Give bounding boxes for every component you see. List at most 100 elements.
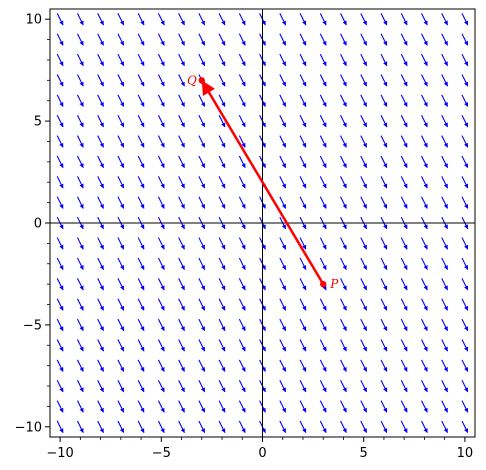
field-arrow xyxy=(117,298,125,311)
field-arrow xyxy=(178,53,185,67)
field-arrow xyxy=(178,400,185,413)
field-arrow xyxy=(461,33,469,46)
field-arrow xyxy=(178,359,185,372)
field-arrow xyxy=(299,298,307,311)
field-arrow xyxy=(238,13,246,26)
field-arrow xyxy=(299,420,307,434)
field-arrow xyxy=(137,257,145,270)
field-arrow xyxy=(56,33,64,46)
field-arrow xyxy=(340,196,347,209)
field-arrow xyxy=(238,74,246,87)
field-arrow xyxy=(421,176,428,189)
field-arrow xyxy=(137,237,145,250)
field-arrow xyxy=(279,94,287,107)
field-arrow xyxy=(279,379,287,393)
field-arrow xyxy=(319,176,327,189)
field-arrow xyxy=(238,359,246,372)
field-arrow xyxy=(238,400,246,413)
field-arrow xyxy=(198,379,206,393)
field-arrow xyxy=(238,339,246,352)
field-arrow xyxy=(319,420,327,434)
field-arrow xyxy=(218,33,226,46)
field-arrow xyxy=(380,94,388,107)
field-arrow xyxy=(441,115,449,128)
field-arrow xyxy=(218,115,226,128)
field-arrow xyxy=(76,278,84,291)
field-arrow xyxy=(56,379,64,393)
field-arrow xyxy=(117,155,125,169)
field-arrow xyxy=(441,94,449,107)
field-arrow xyxy=(441,359,449,372)
field-arrow xyxy=(421,359,428,372)
field-arrow xyxy=(400,135,408,148)
field-arrow xyxy=(178,74,185,87)
field-arrow xyxy=(421,13,428,26)
field-arrow xyxy=(441,400,449,413)
field-arrow xyxy=(340,135,347,148)
field-arrow xyxy=(340,420,347,434)
field-arrow xyxy=(56,115,64,128)
field-arrow xyxy=(421,379,428,393)
field-arrow xyxy=(299,237,307,250)
field-arrow xyxy=(441,298,449,311)
field-arrow xyxy=(218,318,226,332)
field-arrow xyxy=(198,94,206,107)
field-arrow xyxy=(380,155,388,169)
field-arrow xyxy=(97,298,104,311)
field-arrow xyxy=(137,196,145,209)
point-q-label: Q xyxy=(187,73,197,87)
field-arrow xyxy=(218,53,226,67)
field-arrow xyxy=(238,53,246,67)
field-arrow xyxy=(157,176,165,189)
field-arrow xyxy=(157,257,165,270)
field-arrow xyxy=(117,33,125,46)
field-arrow xyxy=(400,155,408,169)
field-arrow xyxy=(157,196,165,209)
field-arrow xyxy=(178,13,185,26)
field-arrow xyxy=(117,318,125,332)
field-arrow xyxy=(137,359,145,372)
field-arrow xyxy=(461,155,469,169)
field-arrow xyxy=(97,13,104,26)
field-arrow xyxy=(461,400,469,413)
field-arrow xyxy=(56,94,64,107)
field-arrow xyxy=(279,339,287,352)
field-arrow xyxy=(279,318,287,332)
y-tick-label: 0 xyxy=(34,217,42,232)
field-arrow xyxy=(441,420,449,434)
field-arrow xyxy=(421,400,428,413)
field-arrow xyxy=(461,359,469,372)
field-arrow xyxy=(178,257,185,270)
field-arrow xyxy=(380,318,388,332)
field-arrow xyxy=(137,176,145,189)
field-arrow xyxy=(76,237,84,250)
field-arrow xyxy=(441,13,449,26)
field-arrow xyxy=(360,74,368,87)
field-arrow xyxy=(400,115,408,128)
field-arrow xyxy=(117,339,125,352)
field-arrow xyxy=(137,13,145,26)
field-arrow xyxy=(380,359,388,372)
field-arrow xyxy=(198,196,206,209)
field-arrow xyxy=(117,115,125,128)
field-arrow xyxy=(319,33,327,46)
field-arrow xyxy=(56,339,64,352)
field-arrow xyxy=(97,339,104,352)
field-arrow xyxy=(178,33,185,46)
field-arrow xyxy=(137,115,145,128)
field-arrow xyxy=(76,196,84,209)
field-arrow xyxy=(218,359,226,372)
field-arrow xyxy=(360,196,368,209)
field-arrow xyxy=(340,379,347,393)
field-arrow xyxy=(76,176,84,189)
field-arrow xyxy=(76,13,84,26)
field-arrow xyxy=(117,13,125,26)
field-arrow xyxy=(97,237,104,250)
field-arrow xyxy=(340,13,347,26)
field-arrow xyxy=(56,257,64,270)
y-tick-label: 5 xyxy=(34,115,42,130)
field-arrow xyxy=(421,155,428,169)
field-arrow xyxy=(299,176,307,189)
field-arrow xyxy=(279,176,287,189)
